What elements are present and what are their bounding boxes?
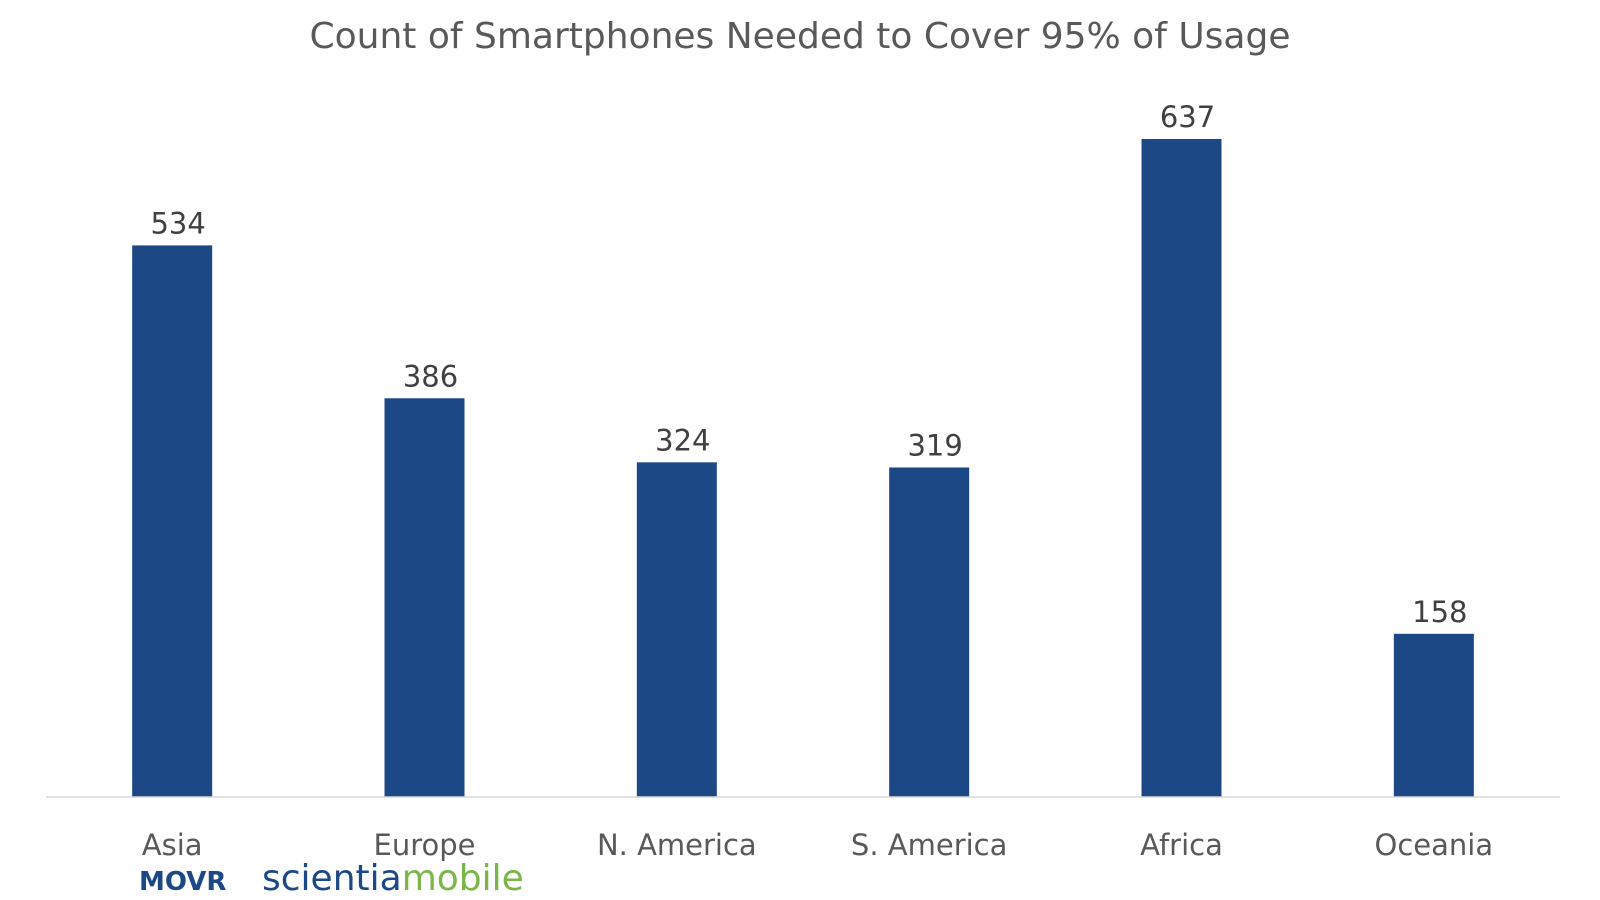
data-label: 324 [655,423,710,457]
bar-asia [132,245,213,797]
x-tick-labels-group: Asia Europe N. America S. America Africa Ocea… [142,828,1493,862]
data-label: 534 [150,206,205,240]
data-label: 319 [907,428,962,462]
data-label: 158 [1412,595,1467,629]
bar-oceania [1393,633,1474,797]
x-tick-label: Asia [142,828,203,862]
x-tick-label: N. America [597,828,757,862]
scientiamobile-logo-text: scientiamobile [262,858,524,899]
bar-s-america [889,467,970,797]
bar-africa [1141,139,1222,797]
x-tick-label: S. America [851,828,1007,862]
source-logo: MOVR scientiamobile [139,858,524,899]
scientiamobile-logo-part1: scientia [262,858,402,899]
scientiamobile-logo-part2: mobile [402,858,524,899]
bar-europe [384,398,465,797]
x-tick-label: Oceania [1375,828,1494,862]
data-labels-group: 534 386 324 319 637 158 [150,100,1467,629]
x-tick-label: Europe [374,828,476,862]
chart-title: Count of Smartphones Needed to Cover 95%… [310,16,1291,57]
data-label: 386 [403,359,458,393]
x-tick-label: Africa [1140,828,1223,862]
bar-n-america [636,462,717,797]
movr-logo-text: MOVR [139,867,226,897]
bars-group [132,139,1474,797]
data-label: 637 [1160,100,1215,134]
